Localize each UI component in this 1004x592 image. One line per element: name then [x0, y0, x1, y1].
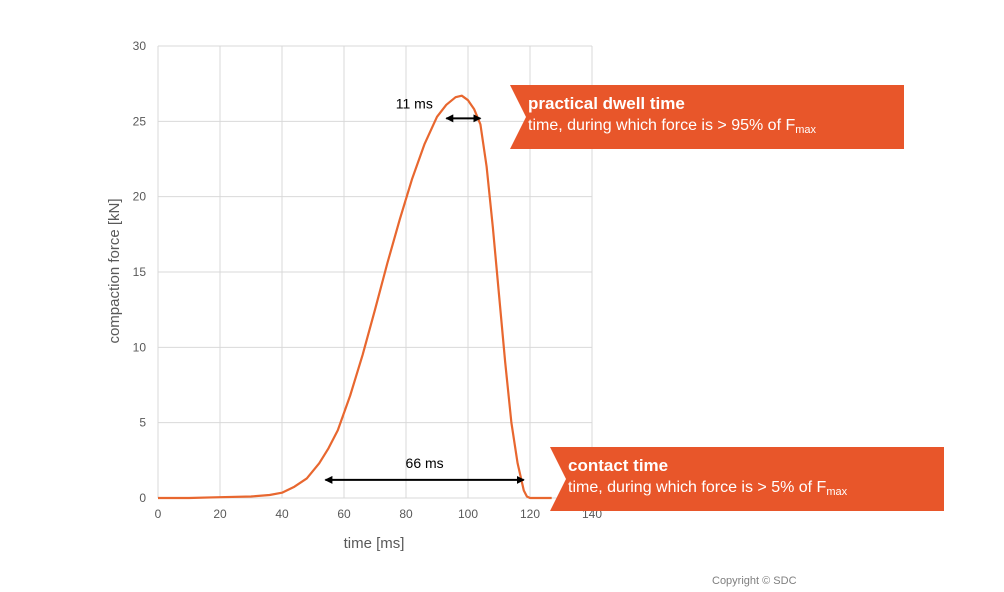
callout-dwell-subscript: max — [795, 124, 817, 136]
callout-dwell-title: practical dwell time — [528, 94, 685, 113]
series-line-compaction-force — [158, 94, 552, 500]
y-tick-label: 0 — [139, 491, 146, 505]
callout-contact-desc-text: time, during which force is > 5% of F — [568, 479, 827, 496]
y-tick-label: 20 — [133, 190, 147, 204]
callout-contact-title: contact time — [568, 456, 669, 475]
callout-contact-description: time, during which force is > 5% of Fmax — [568, 477, 847, 499]
y-tick-label: 25 — [133, 114, 147, 128]
callout-contact-subscript: max — [826, 486, 848, 498]
x-tick-label: 40 — [275, 507, 289, 521]
x-tick-label: 80 — [399, 507, 413, 521]
x-tick-label: 0 — [155, 507, 162, 521]
callout-contact-time: contact time time, during which force is… — [550, 447, 944, 511]
span-label: 11 ms — [396, 95, 433, 111]
y-tick-label: 30 — [133, 39, 147, 53]
chart-grid — [157, 45, 593, 499]
y-tick-label: 15 — [133, 265, 147, 279]
x-tick-label: 60 — [337, 507, 351, 521]
span-annotations: 11 ms 66 ms — [324, 95, 525, 484]
x-tick-label: 120 — [520, 507, 540, 521]
callout-dwell-description: time, during which force is > 95% of Fma… — [528, 115, 816, 137]
y-tick-label: 5 — [139, 416, 146, 430]
copyright-notice: Copyright © SDC — [712, 575, 797, 587]
x-axis-ticks: 0 20 40 60 80 100 120 140 — [155, 507, 603, 521]
callout-dwell-time: practical dwell time time, during which … — [510, 85, 904, 149]
x-axis-label: time [ms] — [344, 535, 405, 552]
y-axis-label: compaction force [kN] — [106, 198, 123, 343]
span-label: 66 ms — [406, 455, 444, 471]
y-axis-ticks: 0 5 10 15 20 25 30 — [133, 39, 147, 505]
callout-dwell-desc-text: time, during which force is > 95% of F — [528, 117, 796, 134]
y-tick-label: 10 — [133, 340, 147, 354]
x-tick-label: 20 — [213, 507, 227, 521]
x-tick-label: 100 — [458, 507, 478, 521]
callout-contact-background — [550, 447, 944, 511]
callout-dwell-background — [510, 85, 904, 149]
